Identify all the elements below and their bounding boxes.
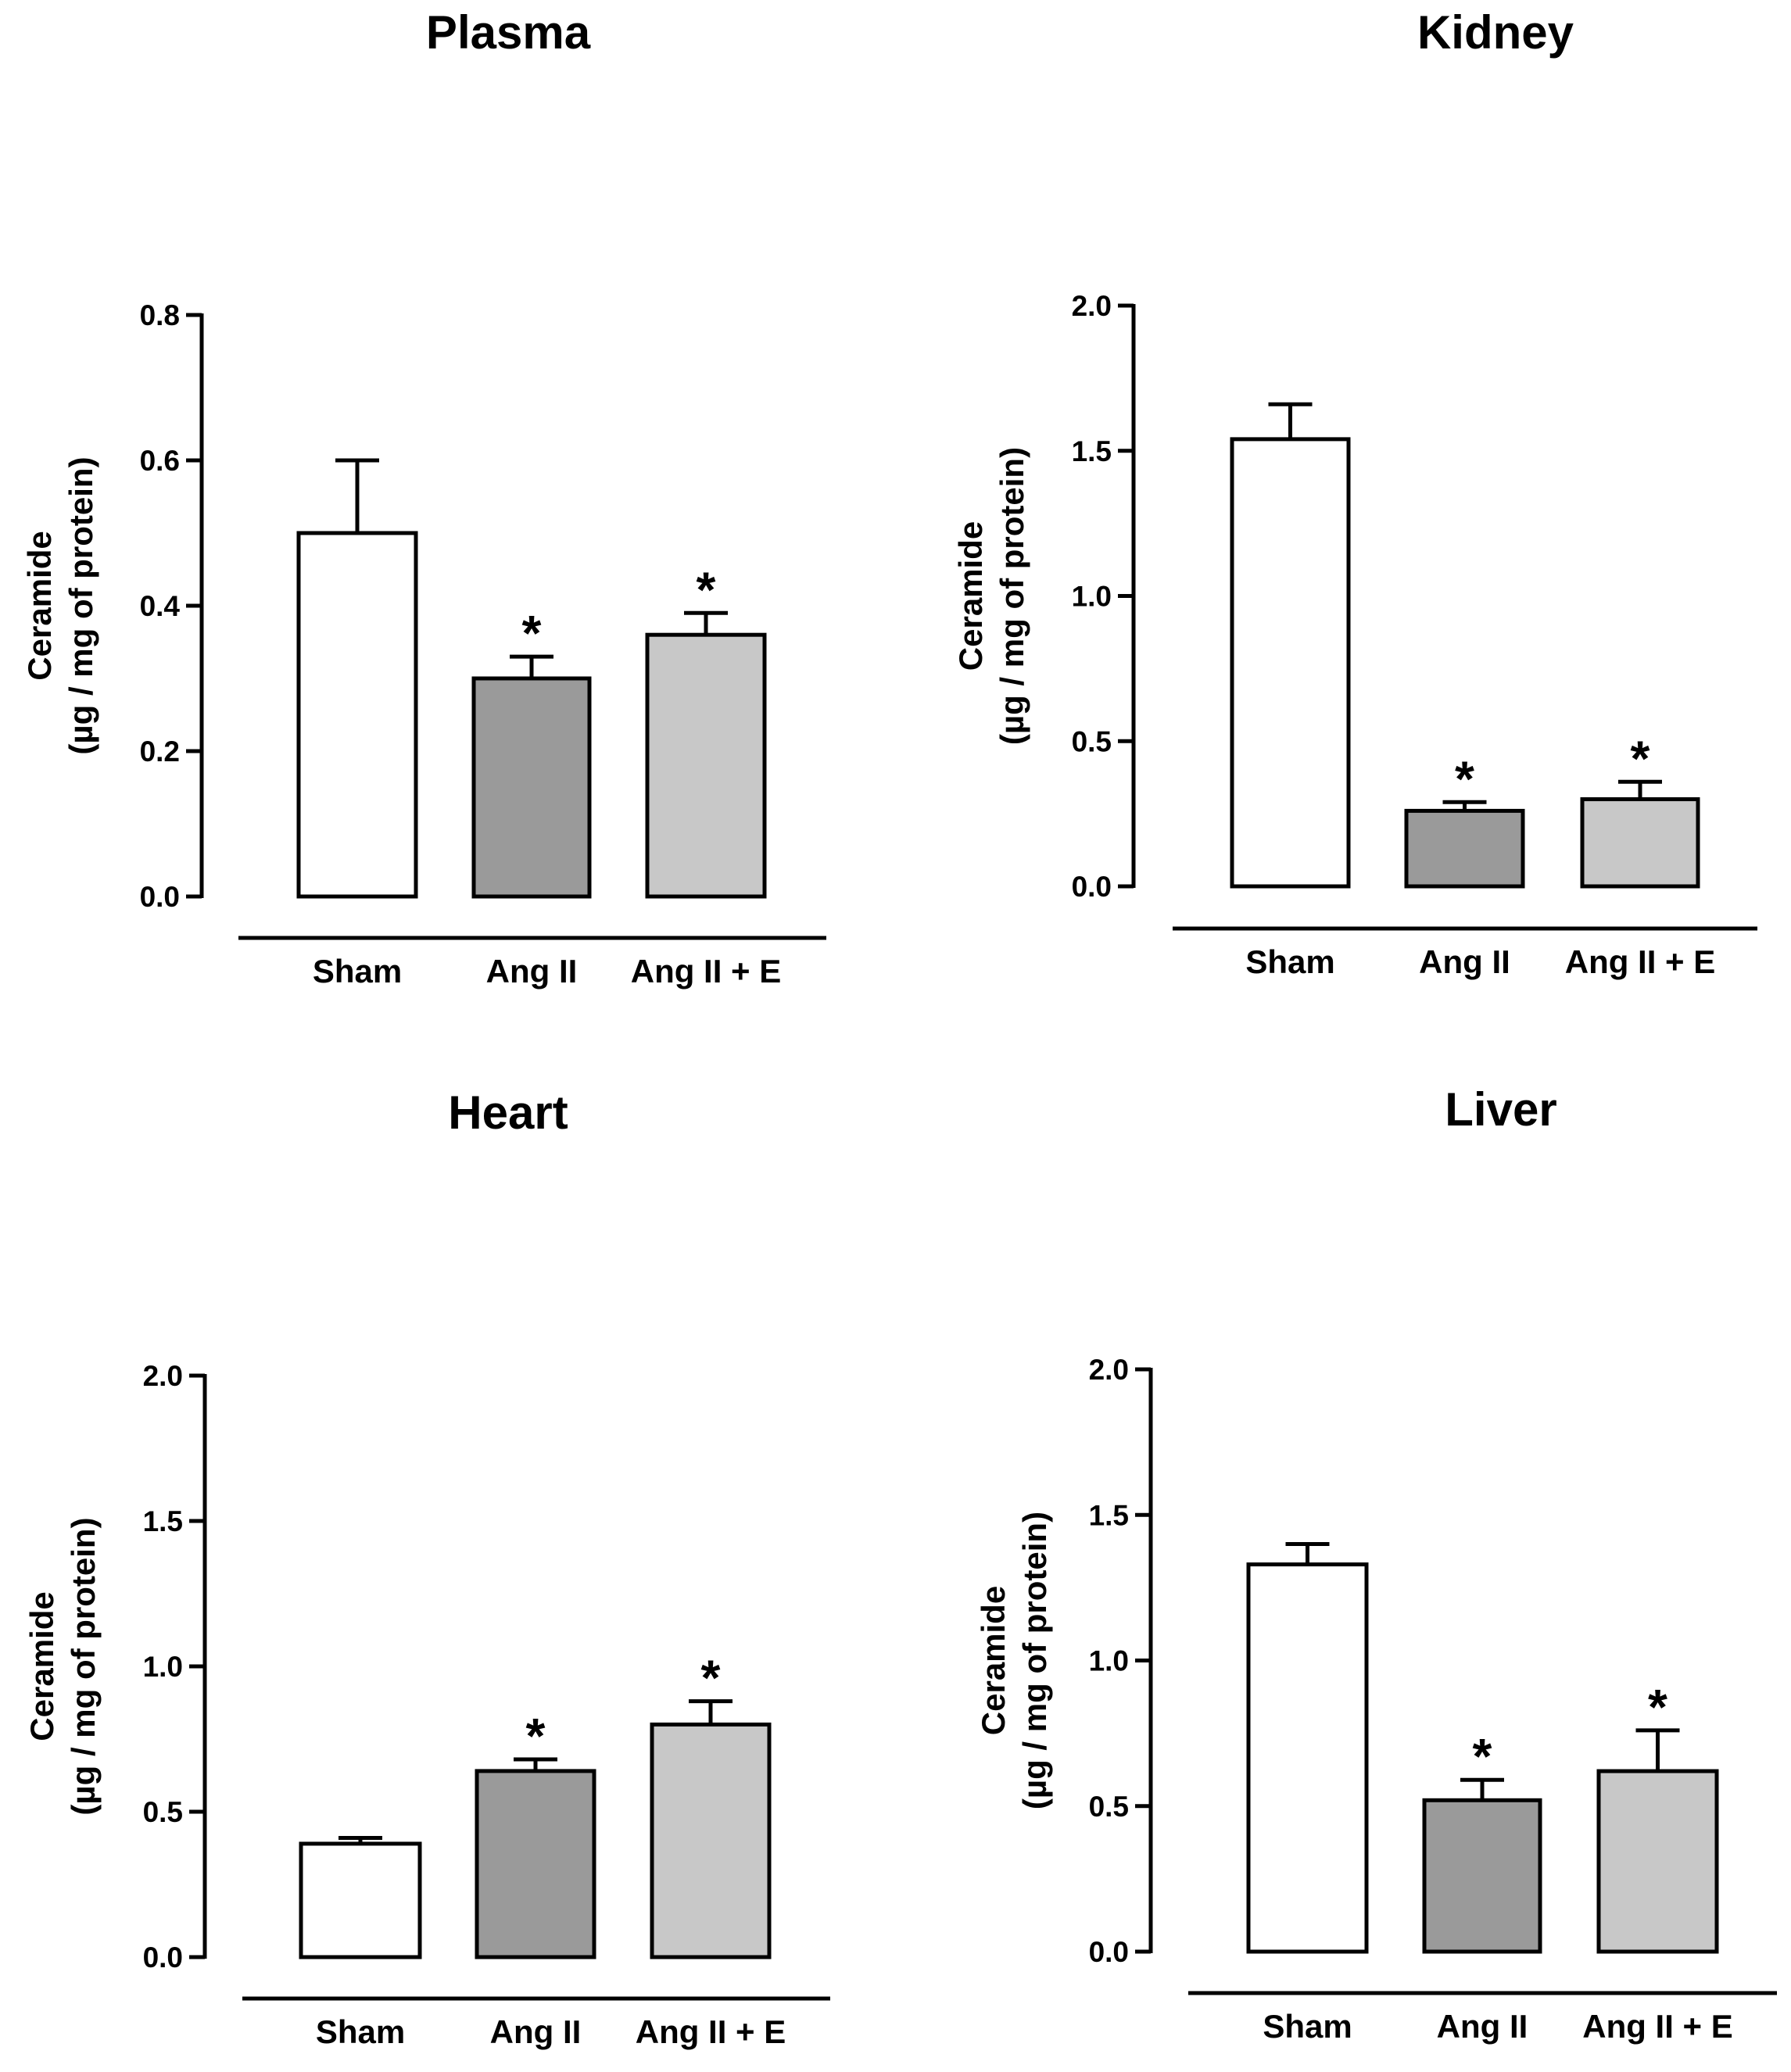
category-label: Sham (1263, 2008, 1352, 2045)
bar-ang-ii (1404, 808, 1525, 889)
bar-ang-ii-e (1580, 797, 1700, 889)
y-tick-label: 2.0 (143, 1360, 183, 1392)
y-tick-label: 1.5 (143, 1505, 183, 1537)
bar-ang-ii-e (650, 1722, 772, 1959)
category-label: Ang II + E (1565, 943, 1716, 980)
y-tick-label: 0.0 (140, 881, 180, 913)
category-label: Sham (313, 953, 402, 989)
significance-star: * (701, 1650, 721, 1706)
chart-title: Kidney (1417, 6, 1574, 59)
bar-ang-ii-e (645, 632, 767, 899)
chart-title: Heart (448, 1086, 568, 1139)
significance-star: * (1631, 730, 1650, 786)
y-tick-label: 0.8 (140, 299, 180, 331)
chart-title: Plasma (426, 6, 591, 59)
y-tick-label: 0.0 (1072, 871, 1112, 903)
category-label: Ang II (1437, 2008, 1528, 2045)
category-label: Ang II (490, 2013, 582, 2050)
bar-ang-ii (1422, 1798, 1542, 1954)
y-axis-label: Ceramide (952, 521, 989, 671)
y-tick-label: 0.5 (143, 1796, 183, 1828)
bar-sham (1246, 1562, 1369, 1954)
y-tick-label: 0.2 (140, 735, 180, 768)
bar-ang-ii (471, 676, 592, 899)
significance-star: * (522, 605, 542, 661)
significance-star: * (1648, 1679, 1667, 1735)
y-axis-unit-label: (µg / mg of protein) (63, 456, 99, 754)
significance-star: * (1455, 750, 1474, 807)
category-label: Sham (316, 2013, 405, 2050)
y-tick-label: 1.0 (1089, 1645, 1129, 1677)
bar-ang-ii (475, 1769, 596, 1959)
significance-star: * (526, 1708, 546, 1764)
category-label: Ang II (486, 953, 578, 989)
y-tick-label: 0.6 (140, 445, 180, 477)
y-axis-unit-label: (µg / mg of protein) (994, 447, 1030, 745)
chart-title: Liver (1445, 1083, 1556, 1136)
category-label: Ang II (1419, 943, 1510, 980)
category-label: Ang II + E (636, 2013, 786, 2050)
bar-sham (1230, 437, 1351, 889)
bar-sham (299, 1841, 422, 1959)
y-axis-label: Ceramide (21, 531, 58, 680)
bar-sham (296, 531, 418, 899)
y-tick-label: 0.4 (140, 590, 181, 622)
y-axis-unit-label: (µg / mg of protein) (65, 1517, 102, 1815)
y-tick-label: 0.0 (1089, 1936, 1129, 1968)
y-tick-label: 1.0 (143, 1651, 183, 1683)
bar-ang-ii-e (1596, 1769, 1719, 1954)
y-tick-label: 1.5 (1072, 435, 1112, 467)
y-axis-label: Ceramide (23, 1591, 60, 1741)
y-axis-unit-label: (µg / mg of protein) (1016, 1512, 1053, 1809)
y-tick-label: 2.0 (1089, 1354, 1129, 1386)
category-label: Sham (1245, 943, 1334, 980)
significance-star: * (1473, 1728, 1492, 1784)
category-label: Ang II + E (631, 953, 782, 989)
y-axis-label: Ceramide (975, 1586, 1012, 1735)
y-tick-label: 1.0 (1072, 581, 1112, 613)
y-tick-label: 0.5 (1072, 725, 1112, 757)
category-label: Ang II + E (1582, 2008, 1733, 2045)
y-tick-label: 1.5 (1089, 1499, 1129, 1531)
y-tick-label: 0.0 (143, 1941, 183, 1974)
y-tick-label: 0.5 (1089, 1791, 1129, 1823)
y-tick-label: 2.0 (1072, 290, 1112, 322)
significance-star: * (697, 561, 716, 617)
